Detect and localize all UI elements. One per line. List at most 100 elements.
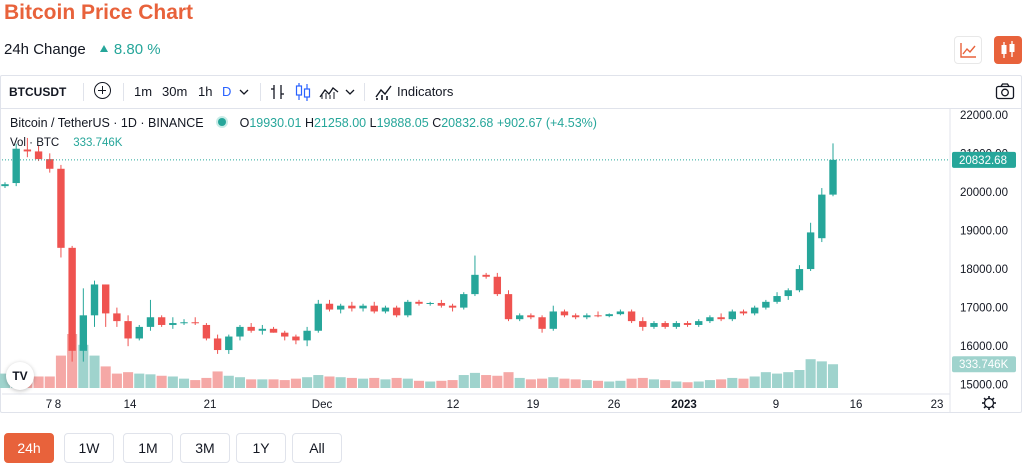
volume-value: 333.746K <box>73 137 123 149</box>
volume-bar <box>783 372 794 388</box>
volume-bar <box>548 377 559 388</box>
volume-bar <box>592 380 604 388</box>
candle-body <box>191 322 199 324</box>
volume-bar <box>738 378 749 388</box>
chevron-down-icon[interactable] <box>345 88 355 96</box>
legend-h-value: 21258.00 <box>313 116 367 130</box>
candle-body <box>627 311 636 322</box>
x-tick-label: Dec <box>312 399 333 411</box>
candle-body <box>605 314 613 317</box>
candle-body <box>381 307 390 312</box>
volume-bar <box>537 378 548 388</box>
candle-body <box>639 321 647 327</box>
camera-icon[interactable] <box>995 82 1015 100</box>
x-tick-label: 26 <box>608 399 621 411</box>
gear-tooth <box>991 405 995 409</box>
volume-bar <box>559 378 570 388</box>
line-chart-button[interactable] <box>954 36 982 64</box>
candle-body <box>247 326 255 331</box>
candle-chart-button[interactable] <box>994 36 1022 64</box>
volume-bar <box>302 377 313 388</box>
volume-bar <box>682 382 693 388</box>
volume-bar <box>425 381 436 388</box>
area-style-icon[interactable] <box>319 83 339 101</box>
range-tab-1w[interactable]: 1W <box>64 433 114 463</box>
volume-bar <box>648 379 660 388</box>
volume-bar <box>749 376 760 388</box>
x-tick-label: 7 <box>46 399 52 411</box>
add-symbol-icon[interactable] <box>94 82 111 99</box>
volume-bar <box>525 379 536 388</box>
candle-body <box>437 302 446 306</box>
volume-bar <box>44 376 55 388</box>
indicators-button[interactable]: Indicators <box>397 84 454 99</box>
candle-body <box>325 303 334 310</box>
chevron-down-icon[interactable] <box>239 88 249 96</box>
candle-body <box>258 328 267 331</box>
volume-bar <box>290 378 301 388</box>
volume-bar <box>581 380 592 388</box>
candle-body <box>180 322 188 324</box>
candle-body <box>314 303 322 331</box>
candle-body <box>650 323 658 327</box>
interval-1m[interactable]: 1m <box>134 84 153 99</box>
volume-bar <box>660 380 671 388</box>
x-tick-label: 19 <box>527 399 540 411</box>
interval-d[interactable]: D <box>222 84 232 99</box>
y-tick-label: 16000.00 <box>960 341 1008 353</box>
y-tick-label: 18000.00 <box>960 264 1008 276</box>
candle-body <box>806 232 815 270</box>
settings-gear-icon[interactable] <box>983 397 995 409</box>
candle-body <box>34 151 43 160</box>
volume-bar <box>223 375 234 388</box>
range-tab-1y[interactable]: 1Y <box>236 433 286 463</box>
candle-style-icon[interactable] <box>294 82 312 102</box>
candle-body <box>281 332 289 337</box>
candle-body <box>471 274 479 295</box>
volume-bar <box>111 373 122 388</box>
toolbar-divider <box>260 83 261 101</box>
range-tab-24h[interactable]: 24h <box>4 433 54 463</box>
candle-body <box>1 184 9 187</box>
legend-c-label: C <box>432 116 442 130</box>
volume-bar <box>693 381 704 388</box>
candle-body <box>504 294 513 320</box>
candle-body <box>146 317 155 327</box>
last-volume-label: 333.746K <box>959 359 1009 371</box>
candle-body <box>549 311 557 329</box>
candlestick-icon <box>1001 41 1015 58</box>
volume-bar <box>78 344 89 388</box>
volume-bar <box>346 377 357 388</box>
candle-body <box>90 284 99 316</box>
y-tick-label: 19000.00 <box>960 225 1008 237</box>
bar-style-icon[interactable] <box>269 83 287 101</box>
volume-bar <box>626 378 637 388</box>
range-tab-all[interactable]: All <box>292 433 342 463</box>
interval-30m[interactable]: 30m <box>162 84 188 99</box>
volume-bar <box>190 380 201 388</box>
range-tab-1m[interactable]: 1M <box>123 433 173 463</box>
legend-o-label: O <box>239 116 250 130</box>
volume-bar <box>402 378 413 388</box>
volume-bar <box>324 376 335 388</box>
x-tick-label: 2023 <box>671 399 697 411</box>
indicators-icon[interactable] <box>374 83 394 101</box>
candle-body <box>236 326 244 337</box>
range-tab-3m[interactable]: 3M <box>180 433 230 463</box>
volume-bar <box>492 375 503 388</box>
gear-tooth <box>983 397 987 401</box>
candle-body <box>392 307 401 316</box>
line-chart-icon <box>960 43 976 58</box>
volume-bar <box>0 373 11 388</box>
candle-body <box>672 323 681 327</box>
candle-body <box>706 317 714 322</box>
last-price-label: 20832.68 <box>959 155 1007 167</box>
interval-1h[interactable]: 1h <box>198 84 213 99</box>
x-tick-label: 12 <box>447 399 460 411</box>
volume-bar <box>134 373 145 388</box>
symbol-label[interactable]: BTCUSDT <box>9 85 67 99</box>
tradingview-logo[interactable]: TV <box>6 362 34 390</box>
volume-bar <box>391 377 402 388</box>
volume-bar <box>469 372 480 388</box>
